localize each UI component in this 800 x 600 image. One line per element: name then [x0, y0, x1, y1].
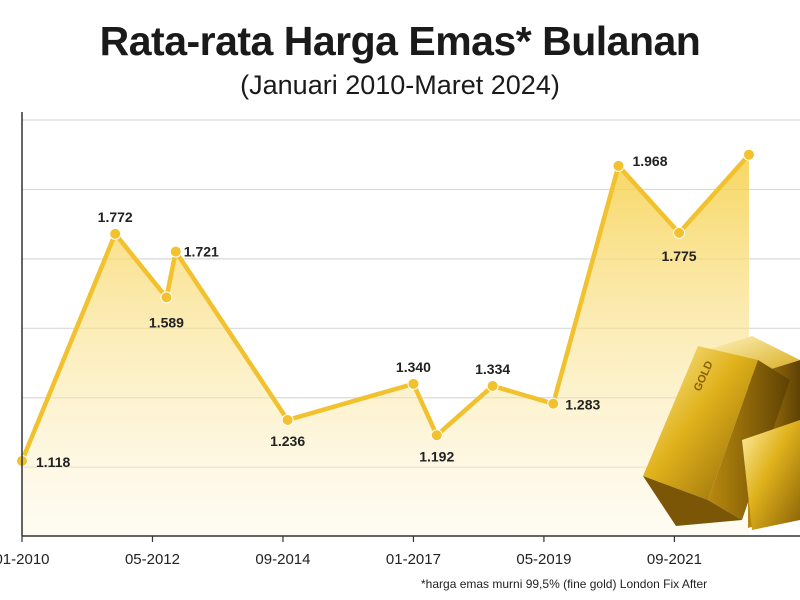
x-tick-label: 01-2010: [0, 551, 50, 568]
data-label: 1.589: [149, 314, 184, 330]
chart-subtitle: (Januari 2010-Maret 2024): [240, 70, 560, 100]
x-tick-label: 05-2019: [516, 551, 571, 568]
data-label: 1.334: [475, 361, 510, 377]
area-fill: [22, 154, 749, 536]
series-area: [22, 154, 749, 536]
data-label: 1.118: [36, 454, 70, 470]
data-labels: 1.118 1.772 1.589 1.721 1.236 1.340 1.192 1.334…: [36, 153, 697, 470]
axes: 01-2010 05-2012 09-2014 01-2017 05-2019 09-20…: [0, 112, 800, 568]
x-tick-label: 09-2014: [255, 551, 310, 568]
x-tick-label: 01-2017: [386, 551, 441, 568]
gold-bars-image: GOLD: [643, 336, 800, 530]
data-point: [407, 377, 420, 390]
data-point: [673, 226, 686, 239]
series-polyline: [19, 152, 752, 464]
data-point: [547, 397, 560, 410]
data-label: 1.721: [184, 244, 219, 260]
data-point: [430, 429, 443, 442]
data-label: 1.236: [270, 433, 305, 449]
data-point: [486, 379, 499, 392]
data-label: 1.283: [565, 397, 600, 413]
x-tick-label: 09-2021: [647, 551, 702, 568]
data-point: [612, 159, 625, 172]
data-label: 1.968: [632, 153, 667, 169]
data-label: 1.340: [396, 359, 431, 375]
data-label: 1.772: [98, 209, 133, 225]
data-label: 1.775: [662, 248, 697, 264]
data-point: [281, 413, 294, 426]
footnote: *harga emas murni 99,5% (fine gold) Lond…: [421, 577, 708, 591]
data-point: [109, 227, 122, 240]
data-point: [742, 148, 755, 161]
data-point: [169, 245, 182, 258]
data-point: [160, 291, 173, 304]
data-label: 1.192: [419, 448, 454, 464]
chart-title: Rata-rata Harga Emas* Bulanan: [99, 18, 701, 64]
x-tick-label: 05-2012: [125, 551, 180, 568]
